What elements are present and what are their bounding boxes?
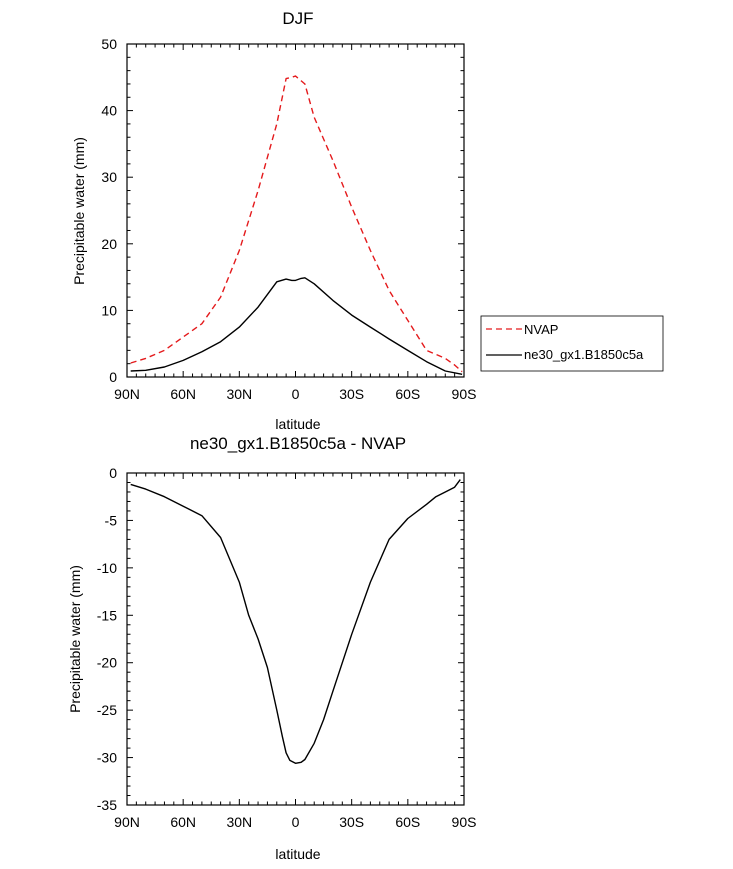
legend-label-model: ne30_gx1.B1850c5a <box>524 347 644 362</box>
y-axis-label-bottom: Precipitable water (mm) <box>67 565 83 713</box>
x-tick-label: 30S <box>339 386 364 402</box>
panel-climatology: DJF 90N 60N 30N 0 30S 60S 90S 0 10 20 30 40 50 latit… <box>71 9 664 432</box>
x-axis-label-bottom: latitude <box>275 846 320 862</box>
y-tick-label: 20 <box>101 236 117 252</box>
series-line-ne30-gx1-b1850c5a <box>130 277 463 375</box>
x-tick-label: 30N <box>226 814 252 830</box>
y-tick-label: 50 <box>101 36 117 52</box>
y-tick-label: 10 <box>101 302 117 318</box>
tick-marks-top <box>126 43 465 378</box>
x-tick-label: 0 <box>292 386 300 402</box>
series-bottom <box>130 479 461 764</box>
y-tick-label: -35 <box>97 797 117 813</box>
x-tick-label: 0 <box>292 814 300 830</box>
legend: NVAP ne30_gx1.B1850c5a <box>480 315 664 372</box>
x-tick-label: 60S <box>395 814 420 830</box>
x-tick-label: 30S <box>339 814 364 830</box>
plot-frame-top <box>126 43 465 378</box>
series-top <box>130 75 463 375</box>
x-tick-label: 60N <box>170 814 196 830</box>
x-tick-label: 60N <box>170 386 196 402</box>
chart-title-top: DJF <box>282 9 313 28</box>
y-tick-label: 30 <box>101 169 117 185</box>
y-tick-label: -25 <box>97 702 117 718</box>
x-axis-label-top: latitude <box>275 416 320 432</box>
tick-labels-bottom: 90N 60N 30N 0 30S 60S 90S 0 -5 -10 -15 -20 -25 -30 -35 <box>97 465 477 830</box>
plot-frame-bottom <box>126 472 465 806</box>
x-tick-label: 90S <box>452 814 477 830</box>
series-line-ne30-gx1-b1850c5a-nvap <box>130 479 461 764</box>
x-tick-label: 60S <box>395 386 420 402</box>
x-tick-label: 90N <box>114 814 140 830</box>
y-tick-label: 40 <box>101 103 117 119</box>
y-tick-label: -30 <box>97 750 117 766</box>
tick-marks-bottom <box>126 472 465 806</box>
panel-difference: ne30_gx1.B1850c5a - NVAP 90N 60N 30N 0 30S 60… <box>67 434 476 862</box>
y-tick-label: 0 <box>109 369 117 385</box>
legend-label-nvap: NVAP <box>524 322 558 337</box>
y-tick-label: -5 <box>105 512 118 528</box>
y-axis-label-top: Precipitable water (mm) <box>71 137 87 285</box>
y-tick-label: -15 <box>97 607 117 623</box>
y-tick-label: -10 <box>97 560 117 576</box>
chart-title-bottom: ne30_gx1.B1850c5a - NVAP <box>190 434 406 453</box>
legend-box <box>480 315 664 372</box>
y-tick-label: -20 <box>97 655 117 671</box>
x-tick-label: 90N <box>114 386 140 402</box>
y-tick-label: 0 <box>109 465 117 481</box>
tick-labels-top: 90N 60N 30N 0 30S 60S 90S 0 10 20 30 40 50 <box>101 36 476 402</box>
series-line-nvap <box>130 75 463 373</box>
x-tick-label: 30N <box>226 386 252 402</box>
x-tick-label: 90S <box>452 386 477 402</box>
